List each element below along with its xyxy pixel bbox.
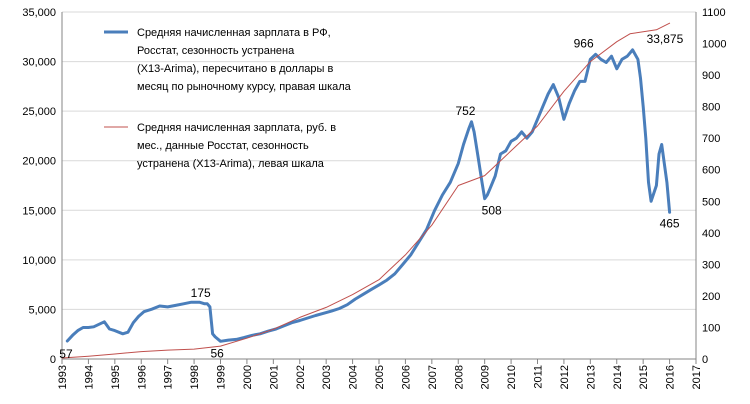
legend-label-line: устранена (X13-Arima), левая шкала	[137, 158, 325, 170]
x-tick-label: 2017	[691, 365, 703, 389]
x-tick-label: 1998	[189, 365, 201, 389]
x-tick-label: 2000	[242, 365, 254, 389]
x-tick-label: 1997	[163, 365, 175, 389]
y-right-tick-label: 0	[702, 354, 708, 366]
x-tick-label: 1996	[136, 365, 148, 389]
x-tick-label: 2016	[665, 365, 677, 389]
x-tick-label: 2013	[585, 365, 597, 389]
x-tick-label: 2012	[559, 365, 571, 389]
data-label: 508	[482, 204, 502, 218]
y-left-tick-label: 10,000	[22, 255, 56, 267]
legend-label: Средняя начисленная зарплата, руб. в мес.…	[137, 122, 336, 170]
annotations: 57 175 56 752 508 966 33,875 465	[59, 32, 683, 361]
legend-label-line: (X13-Arima), пересчитано в доллары в	[137, 63, 333, 75]
x-tick-label: 2004	[348, 365, 360, 389]
y-right-tick-label: 400	[702, 228, 720, 240]
x-tick-label: 2010	[506, 365, 518, 389]
x-tick-label: 2011	[533, 365, 545, 389]
legend-label-line: Средняя начисленная зарплата, руб. в	[137, 122, 336, 134]
x-tick-label: 2007	[427, 365, 439, 389]
x-tick-label: 2005	[374, 365, 386, 389]
data-label: 57	[59, 347, 73, 361]
legend-label-line: Средняя начисленная зарплата в РФ,	[137, 27, 331, 39]
x-tick-label: 2003	[321, 365, 333, 389]
x-tick-label: 1994	[83, 365, 95, 389]
y-right-tick-label: 100	[702, 322, 720, 334]
series-group	[61, 22, 672, 359]
x-tick-label: 2015	[638, 365, 650, 389]
data-label: 175	[191, 286, 211, 300]
y-left-tick-label: 35,000	[22, 7, 56, 19]
y-left-tick-label: 25,000	[22, 106, 56, 118]
x-tick-label: 2014	[612, 365, 624, 389]
x-tick-label: 2001	[268, 365, 280, 389]
y-right-tick-label: 900	[702, 70, 720, 82]
y-right-tick-label: 500	[702, 196, 720, 208]
y-right-tick-label: 200	[702, 291, 720, 303]
data-label: 966	[574, 36, 594, 50]
y-right-tick-label: 300	[702, 259, 720, 271]
y-left-tick-label: 5,000	[28, 304, 56, 316]
legend-label-line: Росстат, сезонность устранена	[137, 45, 295, 57]
x-tick-label: 1993	[57, 365, 69, 389]
x-tick-label: 1995	[110, 365, 122, 389]
legend-label-line: месяц по рыночному курсу, правая шкала	[137, 81, 352, 93]
data-label: 56	[211, 346, 225, 360]
y-left-tick-label: 20,000	[22, 156, 56, 168]
y-right-tick-label: 800	[702, 102, 720, 114]
data-label: 33,875	[647, 32, 684, 46]
y-right-tick-label: 1100	[702, 7, 726, 19]
data-label: 465	[660, 216, 680, 230]
y-left-tick-label: 30,000	[22, 57, 56, 69]
data-label: 752	[455, 104, 475, 118]
y-left-tick-label: 0	[50, 354, 56, 366]
legend: Средняя начисленная зарплата в РФ, Росста…	[104, 27, 352, 170]
x-tick-label: 2002	[295, 365, 307, 389]
axes: 0 5,000 10,000 15,000 20,000 25,000 30,000 35,0…	[22, 7, 726, 389]
x-tick-label: 2008	[453, 365, 465, 389]
y-right-tick-label: 600	[702, 165, 720, 177]
y-right-tick-label: 700	[702, 133, 720, 145]
x-tick-label: 2006	[400, 365, 412, 389]
legend-label-line: мес., данные Росстат, сезонность	[137, 140, 309, 152]
y-left-tick-label: 15,000	[22, 205, 56, 217]
x-tick-label: 2009	[480, 365, 492, 389]
x-tick-label: 1999	[216, 365, 228, 389]
series-rub-line	[61, 22, 671, 359]
y-right-tick-label: 1000	[702, 39, 726, 51]
legend-label: Средняя начисленная зарплата в РФ, Росста…	[137, 27, 352, 93]
